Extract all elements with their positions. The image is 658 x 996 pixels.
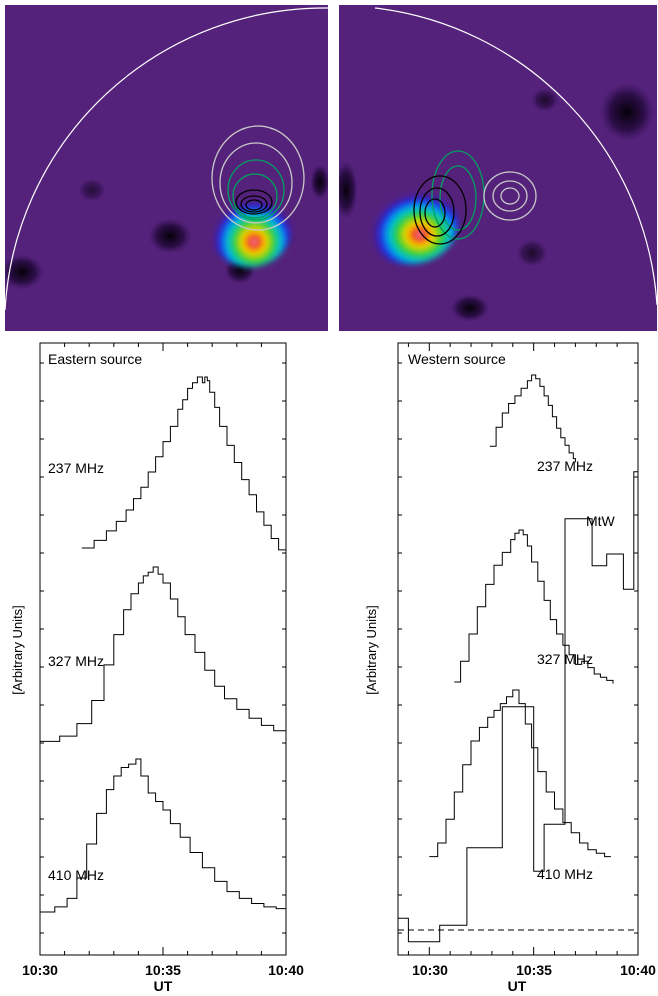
series-410-mhz: [40, 758, 286, 913]
eastern-light-curve-plot: Eastern source [Arbitrary Units] 10:30 1…: [10, 342, 304, 994]
eastern-source-title: Eastern source: [48, 351, 142, 367]
eastern-x-axis-label: UT: [154, 978, 173, 994]
eastern-tick-marks: [39, 343, 287, 955]
series-mtw: [398, 471, 638, 943]
western-x-axis-label: UT: [508, 978, 527, 994]
western-contours: [413, 150, 537, 245]
western-y-axis-label: [Arbitrary Units]: [364, 605, 379, 695]
eastern-y-axis-label: [Arbitrary Units]: [10, 605, 25, 695]
eastern-curves: [40, 376, 287, 913]
western-tick-marks: [398, 343, 639, 955]
eastern-radio-image: [5, 5, 328, 331]
series-237-mhz: [81, 376, 287, 558]
eastern-327-label: 327 MHz: [48, 653, 104, 669]
series-327-mhz: [40, 566, 287, 742]
western-x-tick-1: 10:30: [412, 962, 448, 978]
eastern-410-label: 410 MHz: [48, 867, 104, 883]
western-light-curve-plot: Western source [Arbitrary Units] 10:30 1…: [364, 342, 656, 994]
series-327-mhz: [454, 529, 614, 684]
western-source-title: Western source: [408, 351, 506, 367]
western-radio-image: [339, 5, 657, 331]
western-410-label: 410 MHz: [537, 866, 593, 882]
eastern-x-tick-2: 10:35: [145, 962, 181, 978]
eastern-x-tick-1: 10:30: [22, 962, 58, 978]
eastern-237-label: 237 MHz: [48, 460, 104, 476]
western-x-tick-2: 10:35: [516, 962, 552, 978]
western-x-tick-3: 10:40: [620, 962, 656, 978]
western-mtw-label: MtW: [586, 513, 616, 529]
series-237-mhz: [489, 374, 576, 463]
series-410-mhz: [429, 689, 611, 858]
eastern-x-tick-3: 10:40: [268, 962, 304, 978]
eastern-contours: [211, 125, 305, 231]
western-curves: [398, 374, 638, 943]
western-237-label: 237 MHz: [537, 458, 593, 474]
